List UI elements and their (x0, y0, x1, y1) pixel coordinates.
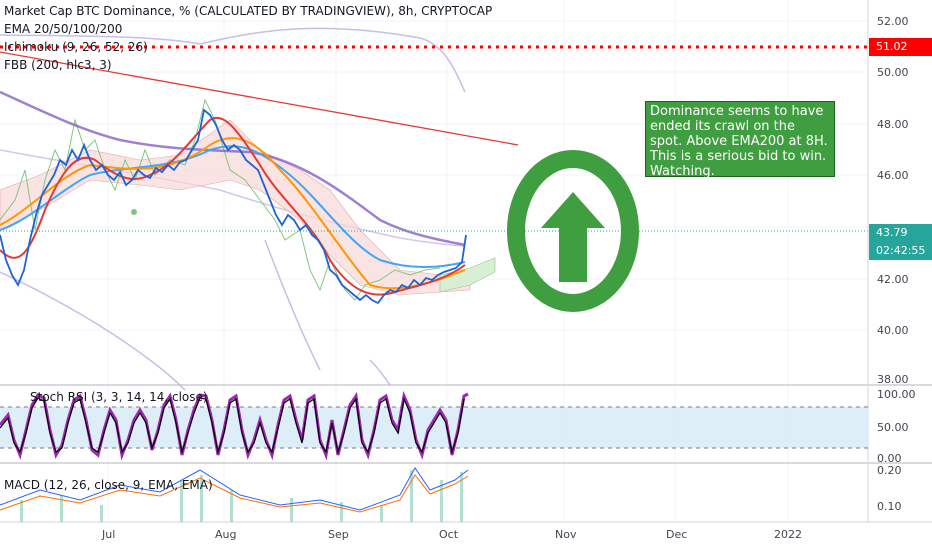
time-tick: Aug (215, 528, 237, 541)
price-tick: 42.00 (877, 273, 909, 286)
up-arrow-icon (507, 150, 639, 312)
stoch-rsi-label[interactable]: Stoch RSI (3, 3, 14, 14, close) (30, 390, 208, 404)
price-series (0, 108, 467, 305)
macd-tick: 0.20 (877, 464, 902, 477)
chart-title[interactable]: Market Cap BTC Dominance, % (CALCULATED … (4, 4, 493, 18)
macd-line (0, 467, 469, 511)
time-tick: 2022 (774, 528, 802, 541)
fbb-upper-band (0, 27, 466, 93)
ichimoku-cloud-green (439, 257, 496, 293)
price-tick: 40.00 (877, 324, 909, 337)
last-price-tag: 43.79 (869, 224, 932, 242)
ema-50 (0, 137, 466, 290)
macd-signal-line (0, 474, 469, 513)
indicator-fbb-label[interactable]: FBB (200, hlc3, 3) (4, 58, 112, 72)
stoch-band (0, 407, 868, 448)
ichimoku-dot (131, 209, 137, 215)
price-tick: 52.00 (877, 15, 909, 28)
indicator-ichimoku-label[interactable]: Ichimoku (9, 26, 52, 26) (4, 40, 148, 54)
stoch-tick: 50.00 (877, 421, 909, 434)
stoch-tick: 0.00 (877, 452, 902, 465)
bar-countdown: 02:42:55 (869, 242, 932, 260)
time-tick: Dec (666, 528, 688, 541)
time-tick: Oct (439, 528, 459, 541)
stoch-tick: 100.00 (877, 388, 916, 401)
time-tick: Nov (555, 528, 577, 541)
price-tick: 48.00 (877, 118, 909, 131)
price-tick: 46.00 (877, 169, 909, 182)
stoch-k-line (0, 390, 469, 461)
fbb-lower-band (0, 239, 391, 391)
macd-label[interactable]: MACD (12, 26, close, 9, EMA, EMA) (4, 478, 213, 492)
stoch-d-line (0, 396, 465, 455)
price-tick: 38.00 (877, 373, 909, 386)
price-tick: 50.00 (877, 66, 909, 79)
macd-tick: 0.10 (877, 500, 902, 513)
resistance-price-tag: 51.02 (869, 38, 932, 56)
macd-histogram (20, 470, 463, 522)
indicator-ema-label[interactable]: EMA 20/50/100/200 (4, 22, 123, 36)
descending-trendline[interactable] (0, 51, 519, 146)
ema-100 (0, 145, 466, 268)
ema-20 (0, 116, 466, 296)
annotation-note[interactable]: Dominance seems to have ended its crawl … (645, 101, 835, 179)
time-tick: Sep (328, 528, 349, 541)
ema-200 (0, 90, 466, 247)
time-tick: Jul (102, 528, 116, 541)
